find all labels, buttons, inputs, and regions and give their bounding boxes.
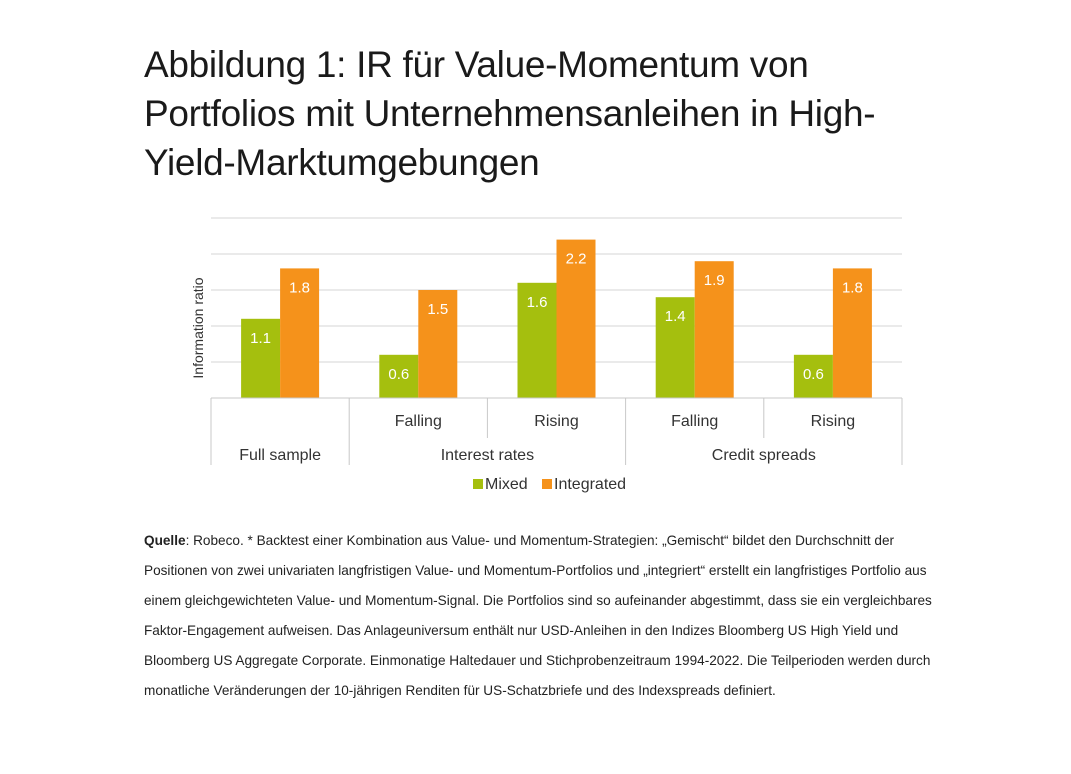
bar-mixed: [517, 282, 557, 398]
title-line-1: Abbildung 1: IR für Value-Momentum von: [144, 44, 809, 85]
bar-mixed: [379, 354, 419, 398]
bar-integrated: [418, 290, 458, 398]
bar-integrated: [832, 268, 872, 398]
chart-title: Abbildung 1: IR für Value-Momentum von P…: [144, 40, 904, 187]
bar-mixed: [655, 297, 695, 398]
category-label: Rising: [811, 413, 855, 430]
bar-integrated: [556, 239, 596, 398]
category-label: Rising: [534, 413, 578, 430]
title-line-2: Portfolios mit Unternehmensanleihen in H…: [144, 93, 876, 134]
title-line-3: Yield-Marktumgebungen: [144, 142, 540, 183]
data-label: 1.8: [842, 279, 863, 296]
legend-label-integrated: Integrated: [554, 476, 626, 493]
data-label: 0.6: [388, 366, 409, 383]
bar-chart: Information ratio 1.1 1.8 0.6 1.5 1.6 2.2 1.4 1.…: [190, 217, 903, 493]
bar-integrated: [694, 261, 734, 398]
category-label: Full sample: [239, 447, 321, 464]
legend-swatch-mixed: [473, 479, 483, 489]
legend-swatch-integrated: [542, 479, 552, 489]
bar-mixed: [793, 354, 833, 398]
data-label: 1.1: [250, 330, 271, 347]
source-label: Quelle: [144, 533, 186, 548]
data-label: 1.8: [289, 279, 310, 296]
data-label: 1.5: [427, 301, 448, 318]
data-label: 1.6: [527, 294, 548, 311]
group-label: Credit spreads: [712, 447, 816, 464]
y-axis-label: Information ratio: [190, 277, 206, 378]
group-label: Interest rates: [441, 447, 534, 464]
category-label: Falling: [671, 413, 718, 430]
data-label: 0.6: [803, 366, 824, 383]
data-label: 1.9: [704, 272, 725, 289]
data-label: 1.4: [665, 308, 686, 325]
note-text: : Robeco. * Backtest einer Kombination a…: [144, 533, 932, 698]
bar-mixed: [241, 318, 281, 398]
legend-label-mixed: Mixed: [485, 476, 528, 493]
source-note: Quelle: Robeco. * Backtest einer Kombina…: [144, 526, 954, 706]
bar-integrated: [280, 268, 320, 398]
data-label: 2.2: [566, 251, 587, 268]
category-label: Falling: [395, 413, 442, 430]
